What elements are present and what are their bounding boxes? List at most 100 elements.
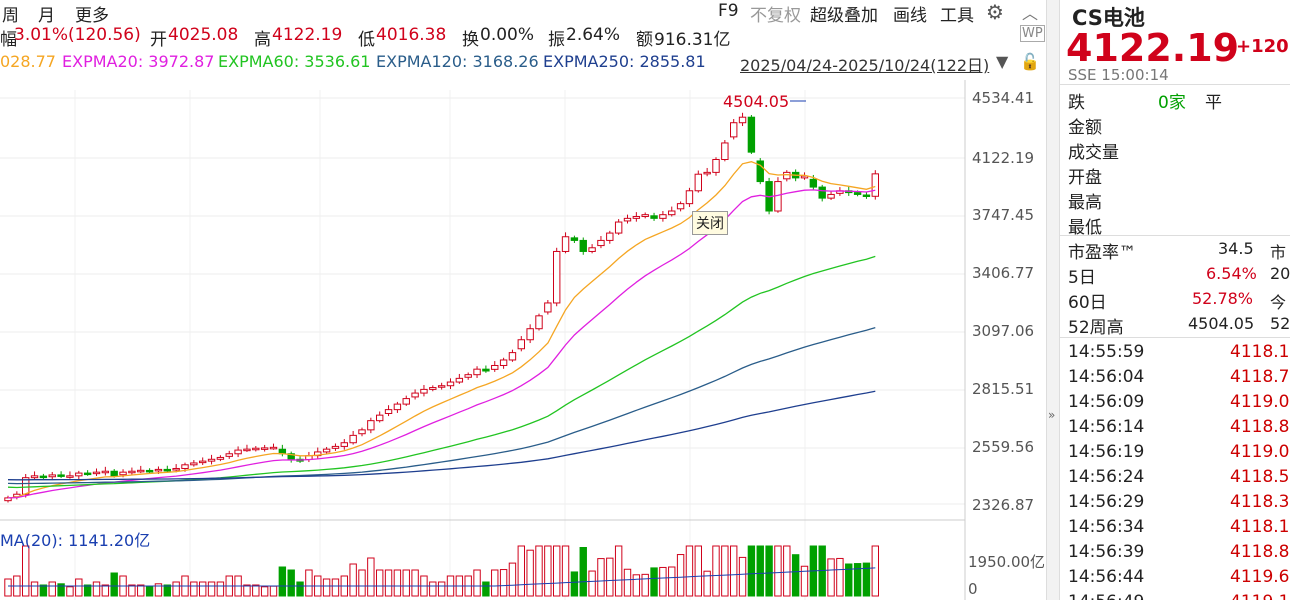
- tools-button[interactable]: 工具: [940, 6, 974, 26]
- divider: [1060, 337, 1290, 338]
- candle-body: [420, 388, 428, 394]
- chart-toolbar: 周 月 更多 F9 不复权 超级叠加 画线 工具 ⚙ ︿: [0, 0, 1046, 26]
- candle-body: [110, 470, 118, 477]
- wp-icon[interactable]: WP: [1020, 25, 1045, 42]
- candle-body: [145, 469, 154, 473]
- fall-label: 跌: [1068, 93, 1085, 113]
- volume-bar: [287, 569, 295, 597]
- candle-body: [269, 446, 278, 450]
- candle-body: [119, 471, 127, 476]
- candle-body: [862, 194, 871, 197]
- fall-count: 0家: [1158, 93, 1186, 113]
- price-axis-tick: 4122.19: [972, 149, 1035, 167]
- volume-bar: [836, 557, 844, 597]
- price-axis-tick: 3097.06: [972, 322, 1035, 340]
- no-adjust-button[interactable]: 不复权: [750, 6, 801, 26]
- d60-extra: 今: [1270, 293, 1287, 312]
- candle-body: [464, 374, 472, 378]
- volume-ma-label: MA(20): 1141.20亿: [0, 531, 151, 550]
- d60-label: 60日: [1068, 293, 1107, 313]
- chevron-right-icon[interactable]: »: [1048, 408, 1056, 422]
- volume-bar: [30, 581, 39, 597]
- volume-bar: [685, 545, 694, 597]
- candle-body: [632, 216, 641, 219]
- price-axis-tick: 3406.77: [972, 264, 1035, 282]
- pe-value: 34.5: [1218, 239, 1254, 258]
- candle-body: [39, 475, 48, 479]
- amplitude-value: 2.64%: [566, 25, 621, 45]
- volume-bar: [269, 585, 278, 597]
- candle-body: [48, 474, 56, 478]
- volume-bar: [747, 545, 756, 597]
- open-row-label: 开盘: [1068, 168, 1102, 188]
- candle-body: [614, 221, 623, 234]
- volume-bar: [659, 566, 667, 597]
- volume-bar: [57, 583, 65, 597]
- w52-value: 4504.05: [1188, 314, 1255, 333]
- week-button[interactable]: 周: [2, 6, 19, 26]
- volume-bar: [39, 584, 48, 597]
- month-button[interactable]: 月: [38, 6, 55, 26]
- volume-row-label: 成交量: [1068, 143, 1119, 163]
- volume-bar: [526, 549, 534, 597]
- close-tooltip-button[interactable]: 关闭: [692, 211, 728, 235]
- collapse-up-icon[interactable]: ︿: [1022, 4, 1039, 23]
- gear-icon[interactable]: ⚙: [986, 0, 1004, 24]
- volume-bar: [92, 581, 101, 597]
- candle-body: [234, 449, 242, 455]
- candle-body: [358, 429, 366, 435]
- overlay-button[interactable]: 超级叠加: [810, 6, 878, 26]
- volume-bar: [376, 569, 384, 597]
- candle-body: [207, 458, 216, 462]
- flat-label: 平: [1205, 93, 1222, 113]
- tick-price: 4118.7: [1230, 367, 1290, 387]
- draw-line-button[interactable]: 画线: [893, 6, 927, 26]
- volume-bar: [163, 584, 172, 597]
- tick-time: 14:56:34: [1068, 517, 1145, 537]
- w52-extra: 52: [1270, 314, 1290, 333]
- volume-ma-line: [8, 567, 876, 587]
- volume-bar: [473, 569, 481, 597]
- ema-line-60: [7, 255, 876, 489]
- tick-time: 14:56:09: [1068, 392, 1145, 412]
- low-label: 低: [358, 30, 375, 50]
- volume-bar: [278, 566, 287, 597]
- tick-time: 14:56:14: [1068, 417, 1145, 437]
- candle-body: [340, 442, 349, 447]
- candle-body: [260, 447, 269, 450]
- volume-bar: [791, 554, 800, 597]
- tick-time: 14:56:04: [1068, 367, 1145, 387]
- high-row-label: 最高: [1068, 193, 1102, 213]
- open-label: 开: [150, 30, 167, 50]
- candle-body: [694, 173, 702, 192]
- candle-body: [597, 239, 605, 247]
- kline-chart[interactable]: [0, 80, 1046, 600]
- lock-icon[interactable]: 🔓: [1020, 52, 1040, 71]
- volume-bar: [4, 578, 12, 597]
- d5-label: 5日: [1068, 268, 1096, 288]
- volume-bar: [721, 545, 729, 597]
- candle-body: [553, 250, 561, 304]
- candle-body: [252, 447, 260, 451]
- volume-bar: [676, 554, 685, 597]
- volume-bar: [145, 586, 154, 597]
- panel-collapse-handle[interactable]: »: [1046, 0, 1060, 600]
- candle-body: [473, 368, 481, 376]
- volume-bar: [783, 545, 791, 597]
- candle-body: [491, 364, 499, 370]
- tick-price: 4119.0: [1230, 392, 1290, 412]
- chevron-down-icon[interactable]: ▼: [996, 52, 1009, 71]
- amount-label: 额: [636, 30, 653, 50]
- volume-bar: [862, 562, 871, 597]
- exchange-time: SSE 15:00:14: [1068, 66, 1169, 84]
- volume-bar: [579, 547, 587, 597]
- candle-body: [376, 414, 384, 422]
- ema-line-10: [7, 161, 876, 499]
- ema250-value: EXPMA250: 2855.81: [543, 52, 706, 71]
- f9-button[interactable]: F9: [718, 1, 739, 21]
- change-label: 幅: [0, 30, 17, 50]
- date-range-selector[interactable]: 2025/04/24-2025/10/24(122日): [740, 56, 990, 75]
- candle-body: [216, 456, 225, 460]
- more-button[interactable]: 更多: [75, 6, 109, 26]
- volume-bar: [349, 563, 357, 597]
